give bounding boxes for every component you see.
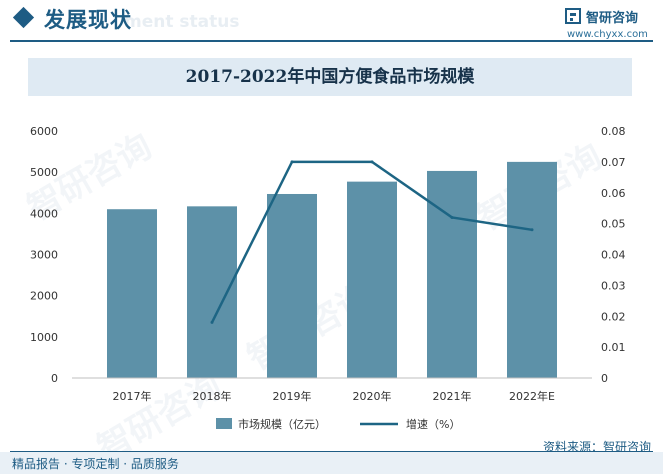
y-right-tick-label: 0.02: [601, 310, 626, 323]
bar: [107, 209, 157, 378]
growth-rate-point: [290, 160, 294, 164]
section-title: 发展现状: [44, 8, 132, 32]
growth-rate-point: [450, 215, 454, 219]
bar: [427, 170, 477, 378]
chart-title-band: 2017-2022年中国方便食品市场规模: [28, 58, 632, 96]
bar: [267, 193, 317, 378]
legend-label-bar: 市场规模（亿元）: [238, 417, 326, 431]
bar: [507, 161, 557, 378]
legend-swatch-bar: [216, 418, 232, 429]
growth-rate-point: [370, 160, 374, 164]
x-tick-label: 2021年: [433, 389, 472, 403]
y-right-tick-label: 0.01: [601, 341, 626, 354]
y-left-tick-label: 3000: [30, 249, 58, 262]
growth-rate-point: [210, 320, 214, 324]
header-divider: [10, 40, 653, 42]
y-right-tick-label: 0.06: [601, 187, 626, 200]
y-right-tick-label: 0.03: [601, 279, 626, 292]
footer-band: [0, 452, 663, 474]
y-left-tick-label: 1000: [30, 331, 58, 344]
bar: [347, 181, 397, 378]
legend-label-line: 增速（%）: [406, 417, 460, 431]
footer-tagline: 精品报告 · 专项定制 · 品质服务: [12, 457, 179, 471]
y-left-tick-label: 5000: [30, 166, 58, 179]
source-note: 资料来源：智研咨询: [543, 440, 652, 454]
x-tick-label: 2019年: [273, 389, 312, 403]
y-left-tick-label: 2000: [30, 290, 58, 303]
y-left-tick-label: 6000: [30, 125, 58, 138]
header: ment status 发展现状 智研咨询 www.chyxx.com: [0, 0, 663, 42]
brand-name: 智研咨询: [586, 11, 639, 26]
y-right-tick-label: 0.05: [601, 218, 626, 231]
y-left-tick-label: 0: [51, 372, 58, 385]
chart-title: 2017-2022年中国方便食品市场规模: [185, 67, 475, 87]
y-right-tick-label: 0.04: [601, 249, 626, 262]
y-right-tick-label: 0: [601, 372, 608, 385]
y-left-tick-label: 4000: [30, 207, 58, 220]
brand-url: www.chyxx.com: [567, 29, 648, 40]
x-tick-label: 2018年: [193, 389, 232, 403]
y-right-tick-label: 0.08: [601, 125, 626, 138]
footer-divider: [10, 451, 653, 452]
section-subtitle: ment status: [124, 12, 240, 32]
x-tick-label: 2017年: [113, 389, 152, 403]
y-right-tick-label: 0.07: [601, 156, 626, 169]
brand-logo-icon: [565, 8, 581, 24]
bar: [187, 206, 237, 378]
x-tick-label: 2022年E: [509, 389, 555, 403]
x-tick-label: 2020年: [353, 389, 392, 403]
growth-rate-point: [530, 228, 534, 232]
